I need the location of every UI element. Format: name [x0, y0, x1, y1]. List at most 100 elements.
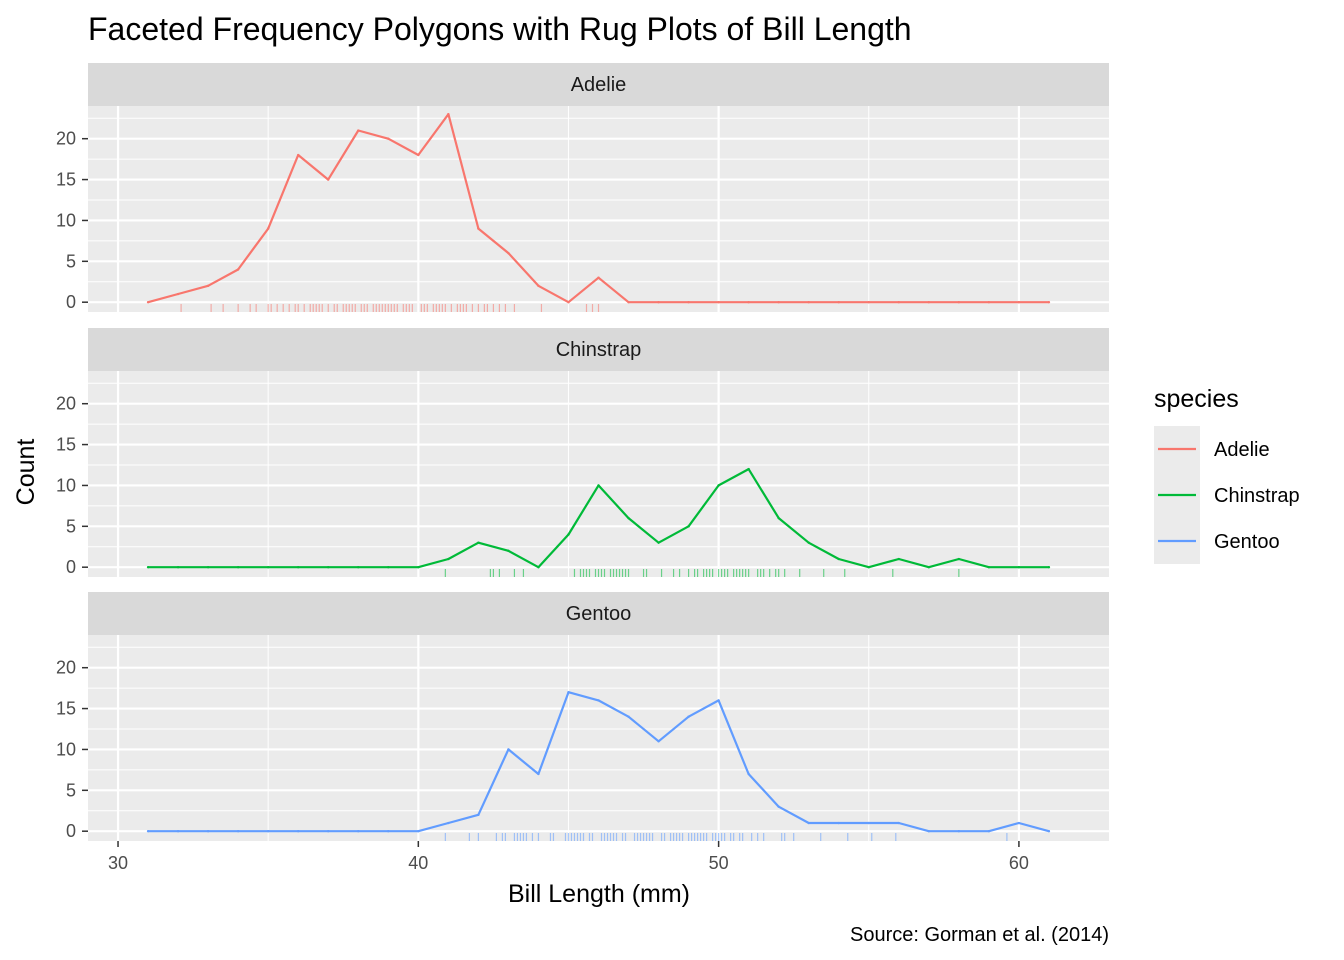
data-point-chinstrap: [837, 557, 840, 561]
data-point-chinstrap: [567, 533, 570, 536]
legend-title: species: [1154, 385, 1239, 413]
data-point-chinstrap: [717, 484, 720, 487]
data-point-gentoo: [627, 715, 630, 718]
data-point-adelie: [837, 300, 840, 304]
data-point-chinstrap: [777, 516, 780, 520]
data-point-chinstrap: [176, 565, 180, 569]
data-point-adelie: [987, 300, 991, 304]
data-point-gentoo: [687, 715, 690, 718]
data-point-gentoo: [957, 829, 961, 833]
data-point-gentoo: [597, 699, 600, 702]
data-point-gentoo: [807, 821, 810, 825]
data-point-chinstrap: [507, 549, 510, 553]
data-point-chinstrap: [747, 467, 750, 471]
data-point-chinstrap: [537, 565, 540, 569]
data-point-adelie: [867, 300, 870, 304]
data-point-gentoo: [1047, 829, 1051, 833]
y-tick-label: 15: [56, 170, 76, 190]
data-point-gentoo: [417, 829, 420, 833]
data-point-gentoo: [927, 829, 931, 833]
data-point-gentoo: [537, 772, 540, 776]
y-tick-label: 10: [56, 475, 76, 495]
y-tick-label: 0: [66, 557, 76, 577]
caption: Source: Gorman et al. (2014): [850, 924, 1109, 946]
data-point-chinstrap: [297, 565, 300, 569]
data-point-adelie: [236, 268, 240, 271]
data-point-adelie: [927, 300, 931, 304]
data-point-chinstrap: [627, 516, 630, 520]
data-point-chinstrap: [146, 565, 150, 569]
y-tick-label: 5: [66, 251, 76, 271]
data-point-gentoo: [447, 821, 450, 825]
panel-background: [88, 371, 1109, 577]
data-point-gentoo: [357, 829, 360, 833]
data-point-gentoo: [567, 691, 570, 694]
data-point-chinstrap: [1047, 565, 1051, 569]
data-point-adelie: [447, 112, 450, 116]
data-point-adelie: [266, 227, 270, 230]
data-point-gentoo: [236, 829, 240, 833]
data-point-adelie: [627, 300, 630, 304]
data-point-gentoo: [387, 829, 390, 833]
data-point-gentoo: [837, 821, 840, 825]
panel-background: [88, 635, 1109, 841]
legend-label-chinstrap: Chinstrap: [1214, 485, 1300, 507]
data-point-gentoo: [206, 829, 210, 833]
data-point-chinstrap: [927, 565, 931, 569]
data-point-gentoo: [987, 829, 991, 833]
data-point-gentoo: [777, 805, 780, 808]
legend-label-gentoo: Gentoo: [1214, 531, 1280, 553]
data-point-chinstrap: [957, 557, 961, 561]
data-point-gentoo: [747, 772, 750, 776]
data-point-adelie: [417, 153, 420, 157]
data-point-adelie: [477, 227, 480, 230]
data-point-adelie: [687, 300, 690, 304]
data-point-chinstrap: [897, 557, 900, 561]
data-point-chinstrap: [687, 525, 690, 528]
data-point-gentoo: [507, 748, 510, 751]
x-tick-label: 60: [1009, 853, 1029, 873]
data-point-adelie: [597, 276, 600, 279]
x-axis: 30 40 50 60: [108, 841, 1029, 873]
y-tick-label: 20: [56, 658, 76, 678]
data-point-chinstrap: [477, 541, 480, 544]
data-point-chinstrap: [387, 565, 390, 569]
y-tick-label: 5: [66, 780, 76, 800]
facet-strip: [88, 592, 1109, 635]
data-point-chinstrap: [327, 565, 330, 569]
data-point-adelie: [146, 300, 150, 304]
data-point-chinstrap: [447, 557, 450, 561]
data-point-adelie: [297, 153, 300, 157]
data-point-gentoo: [867, 821, 870, 825]
y-tick-label: 10: [56, 739, 76, 759]
y-axis-title: Count: [12, 439, 40, 506]
data-point-gentoo: [477, 813, 480, 817]
data-point-gentoo: [146, 829, 150, 833]
data-point-chinstrap: [987, 565, 991, 569]
x-tick-label: 50: [709, 853, 729, 873]
data-point-gentoo: [266, 829, 270, 833]
data-point-adelie: [357, 129, 360, 132]
y-tick-label: 15: [56, 435, 76, 455]
data-point-chinstrap: [657, 541, 660, 544]
data-point-adelie: [567, 300, 570, 304]
data-point-adelie: [206, 284, 210, 288]
y-tick-label: 5: [66, 516, 76, 536]
facet-strip: [88, 63, 1109, 106]
data-point-adelie: [807, 300, 810, 304]
x-tick-label: 30: [108, 853, 128, 873]
facet-panel-gentoo: Gentoo 0 5 10 15 20: [56, 592, 1109, 841]
data-point-adelie: [387, 137, 390, 140]
data-point-adelie: [537, 284, 540, 288]
data-point-chinstrap: [266, 565, 270, 569]
y-tick-label: 0: [66, 821, 76, 841]
data-point-chinstrap: [867, 565, 870, 569]
chart-title: Faceted Frequency Polygons with Rug Plot…: [88, 11, 912, 47]
data-point-chinstrap: [807, 541, 810, 544]
data-point-chinstrap: [417, 565, 420, 569]
facet-strip: [88, 328, 1109, 371]
facet-strip-label: Chinstrap: [556, 339, 642, 361]
data-point-adelie: [747, 300, 750, 304]
data-point-adelie: [957, 300, 961, 304]
